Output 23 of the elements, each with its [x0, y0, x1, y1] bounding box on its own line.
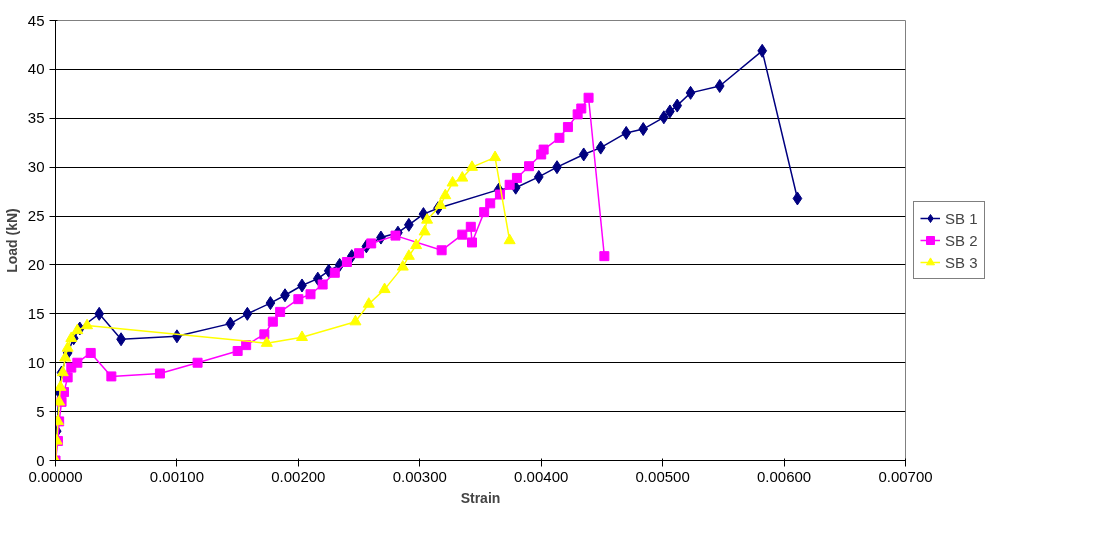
- y-tick-label: 5: [36, 402, 45, 420]
- y-tick-label: 10: [27, 353, 45, 371]
- legend-label: SB 1: [945, 209, 978, 227]
- x-tick-label: 0.00000: [28, 467, 83, 485]
- x-tick-label: 0.00300: [392, 467, 447, 485]
- x-tick-label: 0.00600: [756, 467, 812, 485]
- y-tick-label: 25: [27, 207, 45, 225]
- x-tick-label: 0.00200: [271, 467, 326, 485]
- legend-label: SB 2: [945, 231, 978, 249]
- legend-label: SB 3: [945, 253, 978, 271]
- y-tick-label: 45: [27, 11, 45, 29]
- x-tick-label: 0.00100: [149, 467, 205, 485]
- y-tick-label: 40: [27, 60, 45, 78]
- x-axis-title: Strain: [460, 489, 501, 506]
- x-tick-label: 0.00400: [514, 467, 569, 485]
- y-tick-label: 30: [27, 158, 45, 176]
- y-tick-label: 0: [36, 451, 45, 469]
- y-axis-title: Load (kN): [3, 208, 20, 273]
- x-tick-label: 0.00700: [878, 467, 933, 485]
- y-tick-label: 15: [27, 304, 45, 322]
- x-tick-label: 0.00500: [635, 467, 690, 485]
- y-tick-label: 20: [27, 255, 45, 273]
- y-tick-label: 35: [27, 109, 45, 127]
